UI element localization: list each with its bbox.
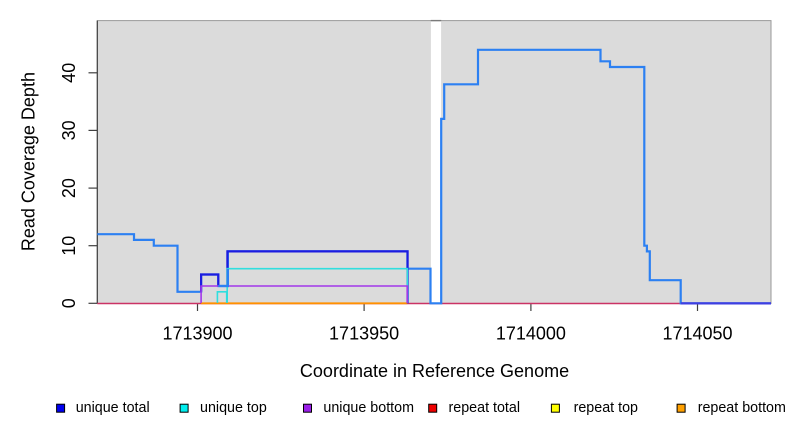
svg-text:unique bottom: unique bottom [323,400,414,416]
svg-text:0: 0 [59,298,79,308]
svg-text:20: 20 [59,178,79,198]
svg-text:Read Coverage Depth: Read Coverage Depth [19,72,39,251]
svg-text:1713950: 1713950 [329,324,399,344]
svg-text:1713900: 1713900 [162,324,232,344]
svg-text:10: 10 [59,236,79,256]
svg-text:1714050: 1714050 [662,324,732,344]
svg-text:repeat top: repeat top [574,400,638,416]
svg-text:40: 40 [59,63,79,83]
svg-text:Coordinate in Reference Genome: Coordinate in Reference Genome [300,361,569,381]
svg-text:repeat total: repeat total [449,400,521,416]
svg-text:30: 30 [59,120,79,140]
svg-text:repeat bottom: repeat bottom [698,400,786,416]
svg-text:unique total: unique total [76,400,150,416]
svg-text:1714000: 1714000 [496,324,566,344]
svg-text:unique top: unique top [200,400,267,416]
